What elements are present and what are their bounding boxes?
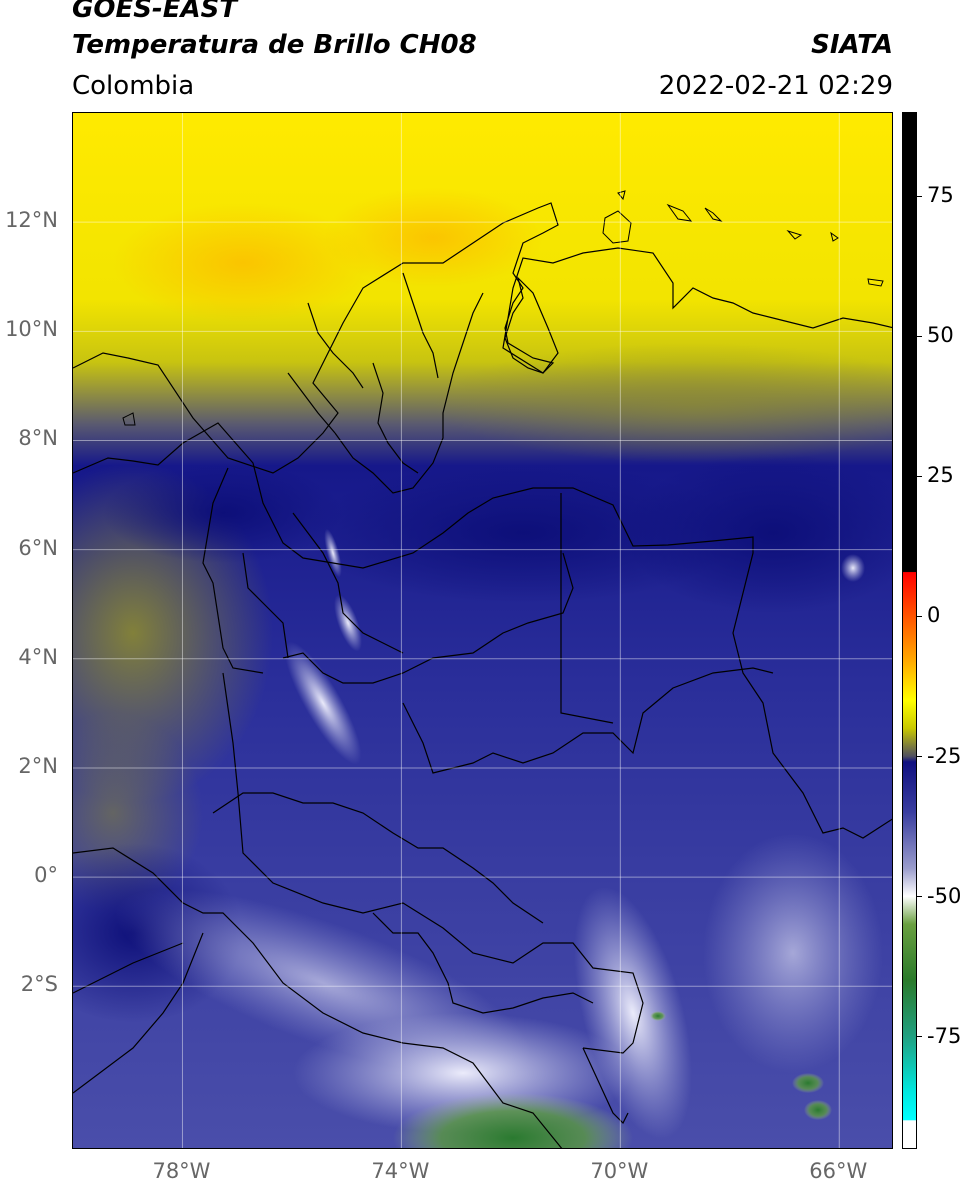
coastlines-and-borders xyxy=(73,202,892,1148)
colorbar-tick xyxy=(917,615,922,617)
lon-tick-label: 78°W xyxy=(152,1159,211,1183)
brightness-temperature-map xyxy=(73,113,892,1148)
lat-tick-label: 6°N xyxy=(18,535,58,560)
lat-tick-label: 10°N xyxy=(5,317,58,342)
colorbar xyxy=(902,112,917,1149)
product-title: Temperatura de Brillo CH08 xyxy=(72,30,477,60)
lat-tick-label: 0° xyxy=(34,863,58,888)
lake-maracaibo xyxy=(504,276,559,374)
lat-tick-label: 12°N xyxy=(5,208,58,233)
lon-tick-label: 70°W xyxy=(590,1159,649,1183)
lon-tick-label: 74°W xyxy=(371,1159,430,1183)
lat-tick-label: 8°N xyxy=(18,426,58,451)
agency-label: SIATA xyxy=(811,30,893,60)
colorbar-tick xyxy=(917,756,922,758)
lat-tick-label: 2°S xyxy=(20,972,58,997)
colorbar-tick-label: -50 xyxy=(927,883,962,908)
colorbar-tick-label: -25 xyxy=(927,743,962,768)
datetime-label: 2022-02-21 02:29 xyxy=(658,71,893,101)
map-panel xyxy=(72,112,893,1149)
satellite-title: GOES-EAST xyxy=(72,0,238,24)
region-label: Colombia xyxy=(72,71,195,101)
colorbar-tick xyxy=(917,335,922,337)
graticule xyxy=(73,113,892,1148)
colorbar-tick-label: 75 xyxy=(927,183,954,208)
colorbar-tick-label: 0 xyxy=(927,603,941,628)
colorbar-tick-label: -75 xyxy=(927,1023,962,1048)
lon-tick-label: 66°W xyxy=(809,1159,868,1183)
colorbar-tick xyxy=(917,1036,922,1038)
lat-tick-label: 4°N xyxy=(18,644,58,669)
colorbar-tick xyxy=(917,475,922,477)
colorbar-tick xyxy=(917,195,922,197)
colorbar-tick-label: 25 xyxy=(927,463,954,488)
islands xyxy=(122,190,884,426)
colorbar-tick-label: 50 xyxy=(927,323,954,348)
colorbar-tick xyxy=(917,896,922,898)
lat-tick-label: 2°N xyxy=(18,753,58,778)
